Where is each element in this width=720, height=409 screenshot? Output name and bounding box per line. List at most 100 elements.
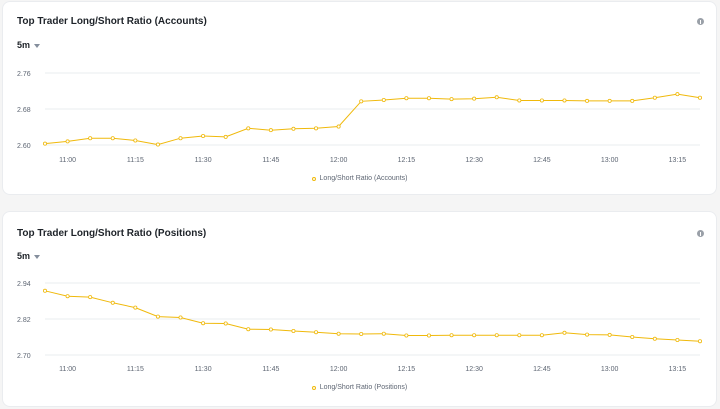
data-point <box>201 133 206 138</box>
data-point <box>539 98 544 103</box>
x-tick-label: 12:00 <box>330 366 348 373</box>
data-point <box>223 134 228 139</box>
data-point <box>110 300 115 305</box>
data-point <box>472 333 477 338</box>
accounts-line-chart: 2.76 2.68 2.60 11:00 11:15 11:30 11:45 12:00 12:… <box>17 71 703 164</box>
x-tick-label: 11:15 <box>127 157 144 164</box>
card-title: Top Trader Long/Short Ratio (Accounts) <box>17 16 207 27</box>
data-point <box>178 315 183 320</box>
data-point <box>65 139 70 144</box>
data-point <box>562 98 567 103</box>
y-tick-label: 2.70 <box>17 353 31 360</box>
data-point <box>449 333 454 338</box>
x-tick-label: 11:30 <box>195 366 212 373</box>
x-tick-label: 13:00 <box>601 366 619 373</box>
chart-legend[interactable]: Long/Short Ratio (Accounts) <box>3 175 716 182</box>
info-icon[interactable] <box>697 230 704 237</box>
y-tick-label: 2.94 <box>17 281 31 288</box>
data-point <box>291 126 296 131</box>
accounts-chart-card: Top Trader Long/Short Ratio (Accounts) 5… <box>2 1 717 195</box>
x-tick-label: 12:45 <box>533 157 551 164</box>
series-line <box>44 93 701 146</box>
x-tick-label: 11:15 <box>127 366 144 373</box>
data-point <box>336 124 341 129</box>
info-icon[interactable] <box>697 18 704 25</box>
chart-legend[interactable]: Long/Short Ratio (Positions) <box>3 384 716 391</box>
data-point <box>336 331 341 336</box>
data-point <box>178 136 183 141</box>
positions-chart-card: Top Trader Long/Short Ratio (Positions) … <box>2 211 717 407</box>
x-tick-label: 13:00 <box>601 157 619 164</box>
data-point <box>607 98 612 103</box>
interval-label: 5m <box>17 251 31 261</box>
data-point <box>426 96 431 101</box>
interval-dropdown[interactable]: 5m <box>17 40 41 50</box>
data-point <box>698 339 703 344</box>
positions-line-chart: 2.94 2.82 2.70 11:00 11:15 11:30 11:45 12:00 12:… <box>17 281 703 373</box>
data-point <box>246 126 251 131</box>
data-point <box>268 128 273 133</box>
data-point <box>291 329 296 334</box>
data-point <box>698 95 703 100</box>
data-point <box>539 333 544 338</box>
card-title: Top Trader Long/Short Ratio (Positions) <box>17 228 207 239</box>
data-point <box>675 92 680 97</box>
data-point <box>88 136 93 141</box>
x-tick-label: 11:45 <box>262 366 279 373</box>
interval-dropdown[interactable]: 5m <box>17 251 41 261</box>
data-point <box>110 136 115 141</box>
chevron-down-icon <box>34 43 41 48</box>
data-point <box>652 336 657 341</box>
x-tick-label: 12:15 <box>398 366 416 373</box>
interval-label: 5m <box>17 40 31 50</box>
x-tick-label: 11:00 <box>59 157 76 164</box>
legend-marker-icon <box>311 385 316 390</box>
data-point <box>404 333 409 338</box>
data-point <box>585 332 590 337</box>
y-tick-label: 2.82 <box>17 317 31 324</box>
data-point <box>133 305 138 310</box>
legend-marker-icon <box>311 176 316 181</box>
x-tick-label: 11:00 <box>59 366 76 373</box>
data-point <box>268 327 273 332</box>
x-tick-label: 13:15 <box>669 366 687 373</box>
x-tick-label: 12:45 <box>533 366 551 373</box>
data-point <box>562 330 567 335</box>
data-point <box>630 335 635 340</box>
data-point <box>517 98 522 103</box>
x-tick-label: 11:45 <box>262 157 279 164</box>
x-tick-label: 13:15 <box>669 157 687 164</box>
data-point <box>381 331 386 336</box>
data-point <box>65 294 70 299</box>
data-point <box>652 95 657 100</box>
data-point <box>426 333 431 338</box>
data-point <box>359 332 364 337</box>
data-point <box>246 327 251 332</box>
data-point <box>494 333 499 338</box>
y-tick-label: 2.76 <box>17 71 31 78</box>
data-point <box>517 333 522 338</box>
data-point <box>381 98 386 103</box>
y-tick-label: 2.68 <box>17 107 31 114</box>
data-point <box>607 332 612 337</box>
data-point <box>314 126 319 131</box>
data-point <box>88 295 93 300</box>
y-tick-label: 2.60 <box>17 143 31 150</box>
data-point <box>133 138 138 143</box>
data-point <box>43 141 48 146</box>
data-point <box>472 96 477 101</box>
data-point <box>314 330 319 335</box>
x-tick-label: 12:30 <box>465 157 483 164</box>
x-tick-label: 12:00 <box>330 157 348 164</box>
legend-label: Long/Short Ratio (Positions) <box>319 384 408 391</box>
data-point <box>223 321 228 326</box>
data-point <box>449 97 454 102</box>
data-point <box>630 98 635 103</box>
chevron-down-icon <box>34 254 41 259</box>
data-point <box>585 98 590 103</box>
series-line <box>44 290 701 342</box>
data-point <box>404 96 409 101</box>
data-point <box>155 314 160 319</box>
data-point <box>675 338 680 343</box>
data-point <box>201 321 206 326</box>
